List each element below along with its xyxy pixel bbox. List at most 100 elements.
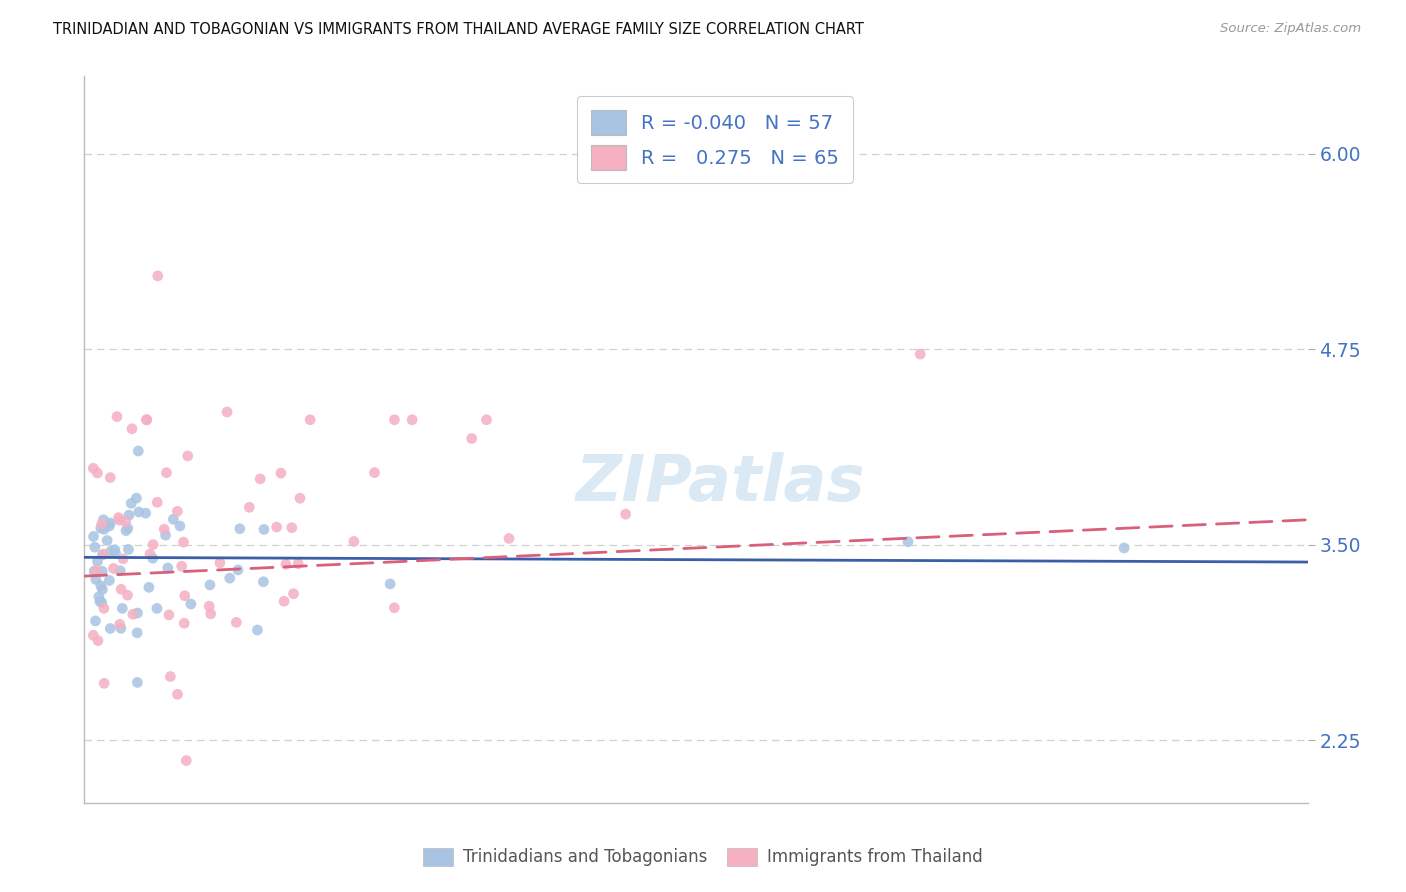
- Legend: Trinidadians and Tobagonians, Immigrants from Thailand: Trinidadians and Tobagonians, Immigrants…: [416, 841, 990, 873]
- Point: [82, 461, 104, 475]
- Point: [173, 589, 195, 603]
- Point: [229, 522, 252, 536]
- Point: [87, 590, 110, 604]
- Point: [114, 515, 136, 529]
- Point: [283, 587, 305, 601]
- Text: Source: ZipAtlas.com: Source: ZipAtlas.com: [1220, 22, 1361, 36]
- Point: [115, 524, 138, 538]
- Point: [107, 510, 129, 524]
- Point: [98, 470, 121, 484]
- Point: [146, 268, 169, 283]
- Point: [118, 508, 141, 523]
- Point: [121, 422, 143, 436]
- Point: [180, 597, 202, 611]
- Point: [910, 347, 932, 361]
- Point: [142, 551, 165, 566]
- Point: [198, 578, 221, 592]
- Point: [112, 551, 135, 566]
- Point: [156, 561, 179, 575]
- Point: [382, 600, 405, 615]
- Point: [173, 535, 195, 549]
- Point: [173, 616, 195, 631]
- Point: [246, 623, 269, 637]
- Point: [127, 444, 149, 458]
- Point: [83, 529, 105, 543]
- Text: ZIPatlas: ZIPatlas: [575, 452, 865, 514]
- Point: [93, 522, 115, 536]
- Point: [166, 687, 188, 701]
- Point: [238, 500, 260, 515]
- Point: [155, 528, 177, 542]
- Point: [108, 513, 131, 527]
- Point: [249, 472, 271, 486]
- Point: [169, 519, 191, 533]
- Point: [177, 449, 200, 463]
- Point: [139, 547, 162, 561]
- Point: [1114, 541, 1136, 555]
- Point: [266, 520, 288, 534]
- Point: [108, 564, 131, 578]
- Point: [86, 466, 108, 480]
- Point: [252, 574, 274, 589]
- Point: [274, 558, 297, 572]
- Point: [198, 599, 221, 614]
- Point: [93, 601, 115, 615]
- Point: [281, 521, 304, 535]
- Point: [98, 519, 121, 533]
- Point: [153, 522, 176, 536]
- Point: [84, 614, 107, 628]
- Point: [90, 579, 112, 593]
- Point: [380, 577, 402, 591]
- Point: [146, 495, 169, 509]
- Point: [166, 504, 188, 518]
- Point: [127, 675, 149, 690]
- Point: [84, 573, 107, 587]
- Point: [98, 516, 121, 530]
- Point: [217, 405, 239, 419]
- Point: [91, 548, 114, 562]
- Point: [384, 413, 406, 427]
- Point: [138, 580, 160, 594]
- Point: [200, 607, 222, 621]
- Point: [155, 466, 177, 480]
- Point: [288, 491, 311, 506]
- Point: [208, 556, 231, 570]
- Point: [135, 413, 157, 427]
- Legend: R = -0.040   N = 57, R =   0.275   N = 65: R = -0.040 N = 57, R = 0.275 N = 65: [578, 96, 853, 184]
- Point: [90, 595, 112, 609]
- Point: [103, 561, 125, 575]
- Point: [110, 621, 132, 635]
- Point: [170, 559, 193, 574]
- Point: [127, 606, 149, 620]
- Point: [225, 615, 247, 630]
- Point: [135, 413, 157, 427]
- Point: [96, 533, 118, 548]
- Point: [127, 625, 149, 640]
- Point: [343, 534, 366, 549]
- Point: [363, 466, 385, 480]
- Point: [108, 617, 131, 632]
- Point: [270, 466, 292, 480]
- Point: [253, 522, 276, 536]
- Point: [110, 582, 132, 597]
- Point: [226, 563, 249, 577]
- Point: [83, 564, 105, 578]
- Point: [93, 676, 115, 690]
- Point: [89, 594, 111, 608]
- Point: [84, 563, 107, 577]
- Point: [121, 607, 143, 622]
- Point: [401, 413, 423, 427]
- Point: [98, 574, 121, 588]
- Point: [91, 564, 114, 578]
- Point: [157, 607, 180, 622]
- Point: [82, 628, 104, 642]
- Point: [105, 409, 128, 424]
- Point: [90, 521, 112, 535]
- Point: [98, 622, 121, 636]
- Point: [128, 505, 150, 519]
- Point: [125, 491, 148, 505]
- Point: [83, 540, 105, 554]
- Point: [897, 534, 920, 549]
- Point: [135, 506, 157, 520]
- Point: [162, 512, 184, 526]
